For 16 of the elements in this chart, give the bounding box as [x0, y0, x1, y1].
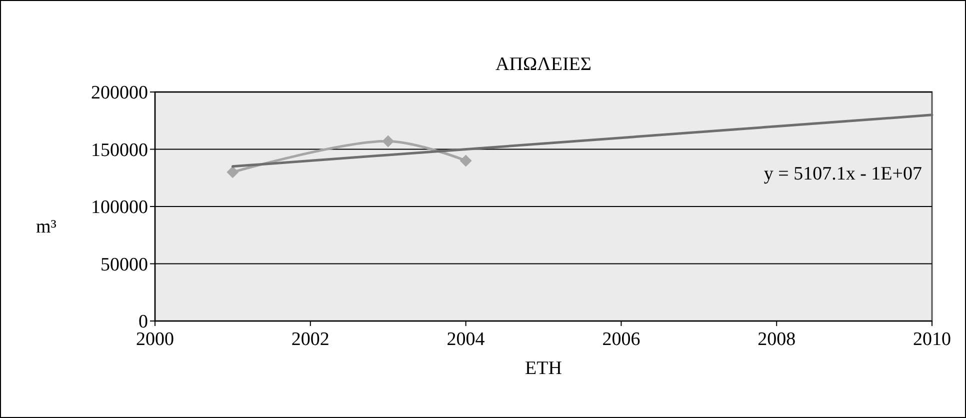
x-tick-label: 2002 — [291, 329, 330, 350]
x-axis-title: ΕΤΗ — [525, 358, 562, 379]
x-tick-label: 2008 — [758, 329, 796, 350]
y-tick-label: 150000 — [91, 140, 148, 161]
y-axis-title: m³ — [36, 216, 57, 238]
chart-title: ΑΠΩΛΕΙΕΣ — [496, 54, 592, 75]
y-tick-label: 50000 — [100, 254, 148, 276]
x-tick-label: 2010 — [913, 329, 951, 350]
point — [382, 135, 394, 148]
y-tick-label: 200000 — [91, 82, 148, 104]
x-tick-label: 2006 — [602, 329, 640, 350]
point — [226, 166, 239, 178]
x-tick-label: 2004 — [446, 329, 486, 350]
annotation: y = 5107.1x - 1E+07 — [764, 163, 922, 184]
point — [460, 154, 472, 167]
y-tick-label: 100000 — [91, 197, 148, 218]
